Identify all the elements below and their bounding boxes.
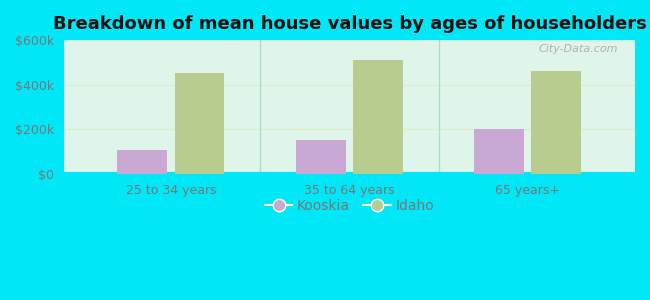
Bar [474,130,525,174]
Bar [532,71,582,174]
Text: City-Data.com: City-Data.com [538,44,618,54]
Title: Breakdown of mean house values by ages of householders: Breakdown of mean house values by ages o… [53,15,646,33]
Bar [118,150,167,174]
Bar [174,73,224,174]
Bar [353,60,403,174]
Bar [296,140,346,174]
Legend: Kooskia, Idaho: Kooskia, Idaho [259,193,440,218]
